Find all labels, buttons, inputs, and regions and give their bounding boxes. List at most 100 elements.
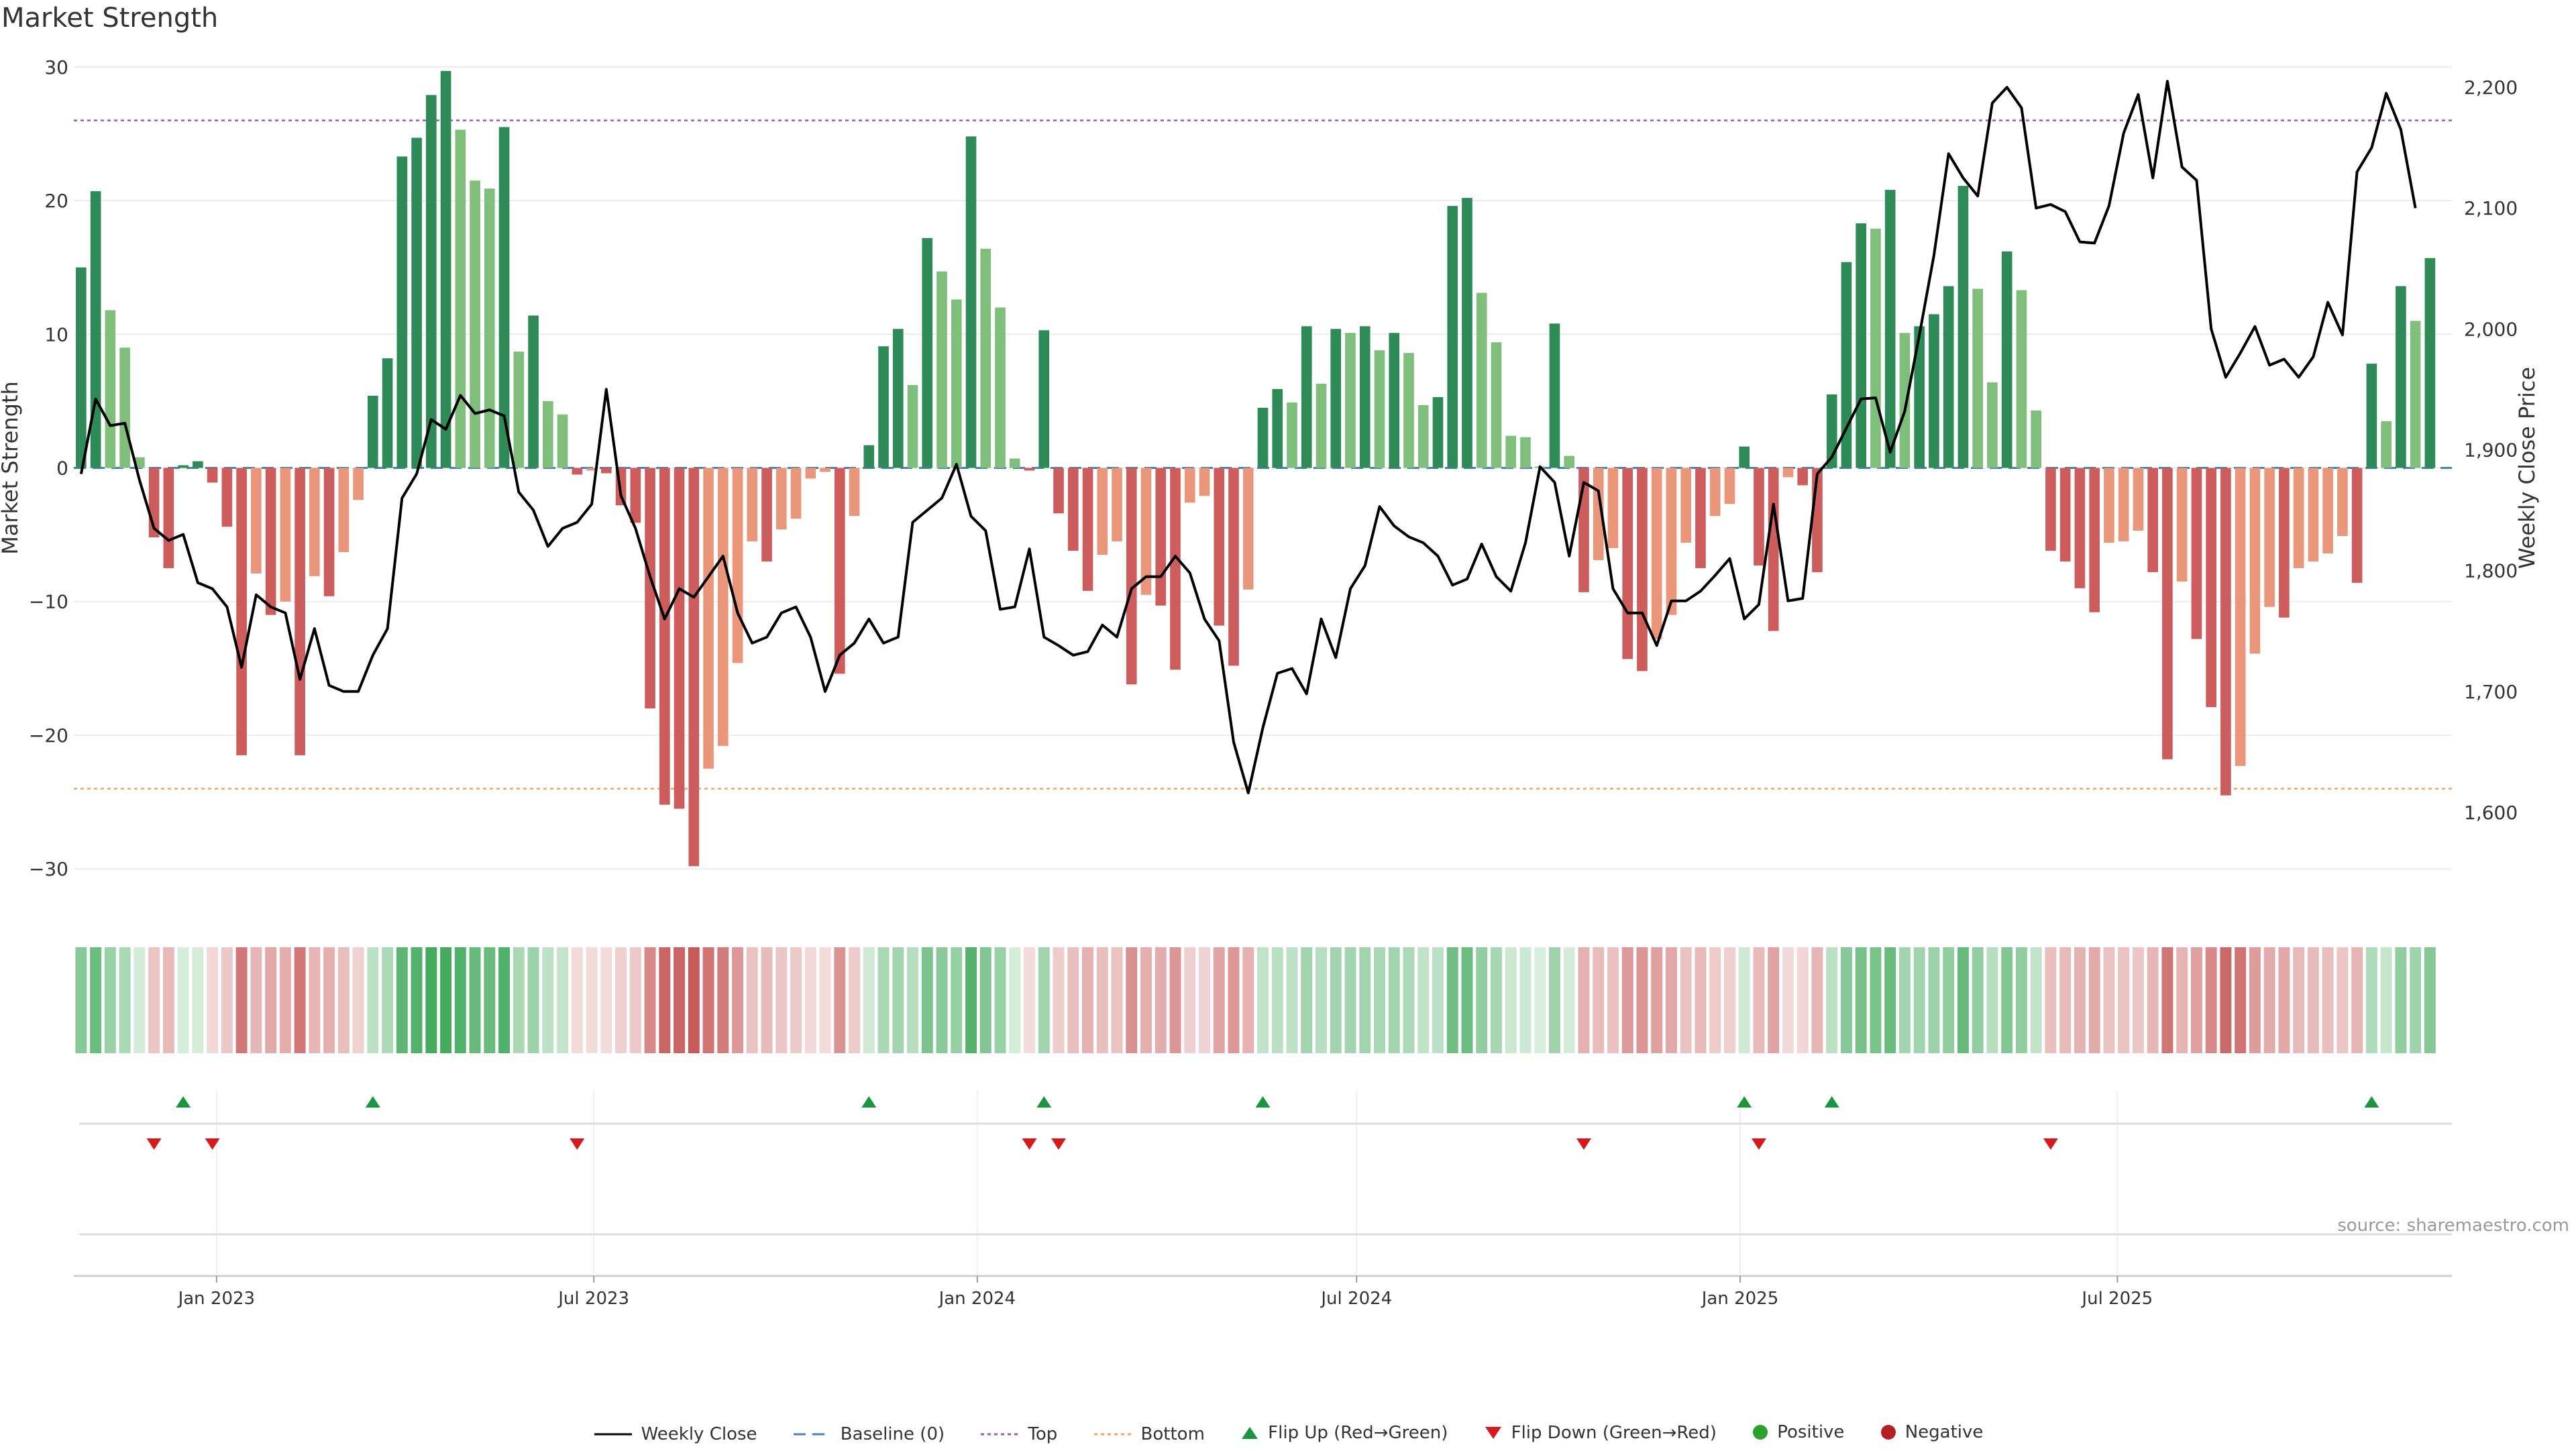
heat-cell [1972, 947, 1984, 1053]
heat-cell [527, 947, 539, 1053]
strength-bar [995, 307, 1006, 468]
dotted-line-swatch-icon [1093, 1433, 1132, 1436]
legend-weekly-close-label: Weekly Close [641, 1424, 757, 1444]
strength-bar [396, 156, 408, 468]
strength-bar [2001, 251, 2012, 468]
strength-bar [1316, 383, 1327, 468]
flip-up-marker [176, 1096, 191, 1108]
heat-cell [1126, 947, 1138, 1053]
heat-cell [1316, 947, 1327, 1053]
strength-bar [2118, 468, 2129, 542]
heat-cell [877, 947, 890, 1053]
x-tick-label: Jul 2023 [557, 1289, 629, 1309]
strength-bar [1389, 333, 1400, 468]
strength-bar [2147, 468, 2158, 572]
y-left-tick-label: 10 [44, 323, 68, 345]
dotted-line-swatch-icon [981, 1433, 1019, 1436]
heat-cell [571, 947, 583, 1053]
heat-cell [148, 947, 160, 1053]
strength-bar [1476, 292, 1487, 468]
strength-bar [2410, 321, 2421, 468]
heat-cell [1053, 947, 1065, 1053]
strength-bar [105, 310, 116, 468]
heat-cell [921, 947, 933, 1053]
heat-cell [1898, 947, 1911, 1053]
strength-bar [805, 468, 816, 479]
heat-cell [2322, 947, 2334, 1053]
heat-cell [1344, 947, 1356, 1053]
strength-bar [368, 395, 378, 468]
strength-bar [2308, 468, 2319, 561]
legend-negative: Negative [1880, 1422, 1983, 1442]
heat-cell [615, 947, 627, 1053]
strength-bar [586, 468, 597, 471]
heat-cell [863, 947, 875, 1053]
strength-bar [221, 468, 233, 527]
heat-cell [177, 947, 189, 1053]
heat-cell [1796, 947, 1809, 1053]
heat-cell [2176, 947, 2188, 1053]
flip-up-marker [1255, 1096, 1271, 1108]
strength-bar [338, 468, 350, 553]
strength-bar [1082, 468, 1093, 591]
strength-bar [1695, 468, 1706, 568]
heat-cell [1228, 947, 1240, 1053]
heat-cell [2293, 947, 2305, 1053]
heat-cell [2410, 947, 2422, 1053]
heat-cell [1548, 947, 1560, 1053]
strength-bar [193, 461, 203, 468]
strength-bar [2322, 468, 2333, 554]
strength-bar [1067, 468, 1079, 551]
strength-bar [2176, 468, 2188, 582]
heat-cell [1461, 947, 1473, 1053]
heat-cell [1067, 947, 1079, 1053]
heat-cell [309, 947, 321, 1053]
heat-cell [1505, 947, 1517, 1053]
strength-bar [1228, 468, 1239, 666]
heat-cell [659, 947, 671, 1053]
strength-bar [820, 468, 830, 472]
strength-bar [2031, 410, 2041, 468]
strength-bar [1491, 342, 1502, 468]
strength-bar [1957, 186, 1969, 468]
heat-cell [119, 947, 131, 1053]
strength-bar [1564, 455, 1575, 468]
y-left-tick-label: 0 [56, 458, 68, 480]
legend-bottom: Bottom [1093, 1424, 1205, 1444]
x-tick-label: Jan 2023 [177, 1289, 256, 1309]
heat-cell [1038, 947, 1050, 1053]
flip-down-marker [570, 1138, 585, 1150]
heat-cell [586, 947, 598, 1053]
strength-bar [498, 127, 510, 468]
strength-bar [2074, 468, 2086, 588]
legend-positive: Positive [1752, 1422, 1844, 1442]
heat-cell [2088, 947, 2100, 1053]
strength-bar [1505, 435, 1517, 468]
heat-cell [1753, 947, 1765, 1053]
strength-bar [411, 138, 422, 468]
heat-cell [2205, 947, 2217, 1053]
heat-cell [221, 947, 233, 1053]
strength-bar [178, 465, 189, 468]
y-right-tick-label: 1,900 [2464, 439, 2518, 461]
heat-cell [1155, 947, 1167, 1053]
axes: −30 −20 −10 0 10 20 30 1,600 1,700 1,800 1,900 2,00… [0, 56, 2540, 880]
strength-bar [2206, 468, 2216, 708]
heat-cell [2263, 947, 2275, 1053]
strength-bar [2016, 290, 2027, 468]
strength-bar [2089, 468, 2100, 612]
heat-cell [2001, 947, 2013, 1053]
strength-bar [2351, 468, 2363, 583]
heat-cell [1782, 947, 1794, 1053]
strength-bar [309, 468, 320, 576]
flip-down-marker [146, 1138, 162, 1150]
flip-markers [79, 1090, 2452, 1275]
strength-bar [892, 329, 904, 468]
legend-baseline-label: Baseline (0) [840, 1424, 945, 1444]
heat-cell [1403, 947, 1415, 1053]
y-right-tick-label: 1,600 [2464, 802, 2518, 824]
strength-bar [528, 315, 539, 468]
heat-cell [323, 947, 335, 1053]
strength-bar [1170, 468, 1181, 670]
